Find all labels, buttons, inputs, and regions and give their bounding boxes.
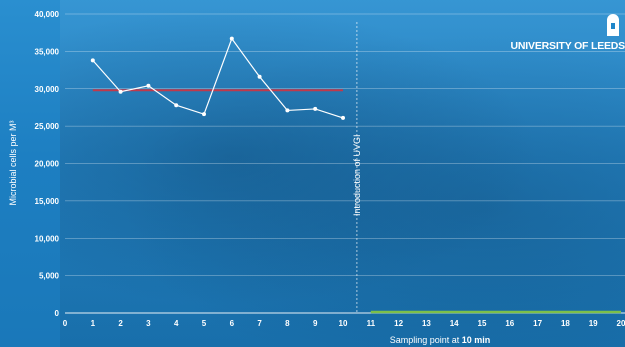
- y-tick-label: 35,000: [35, 47, 60, 56]
- x-tick-label: 6: [230, 319, 235, 328]
- data-point: [174, 103, 179, 108]
- grid-lines: [65, 13, 625, 314]
- x-tick-label: 3: [146, 319, 151, 328]
- y-tick-label: 15,000: [35, 197, 60, 206]
- y-tick-label: 5,000: [39, 272, 60, 281]
- data-point: [257, 74, 262, 79]
- x-tick-label: 17: [533, 319, 542, 328]
- x-tick-label: 2: [118, 319, 123, 328]
- x-tick-label: 11: [367, 319, 376, 328]
- data-point: [90, 58, 95, 63]
- y-tick-labels: 0 5,000 10,000 15,000 20,000 25,000 30,000 35,0…: [35, 10, 60, 318]
- university-logo: UNIVERSITY OF LEEDS: [485, 14, 625, 54]
- x-tick-label: 1: [91, 319, 96, 328]
- x-axis-label-prefix: Sampling point at: [390, 335, 462, 345]
- x-tick-label: 14: [450, 319, 459, 328]
- x-axis-label: Sampling point at 10 min: [390, 335, 491, 345]
- uvgi-annotation: Introduction of UVGI: [352, 134, 362, 216]
- x-tick-label: 19: [589, 319, 598, 328]
- x-tick-label: 4: [174, 319, 179, 328]
- x-tick-label: 16: [505, 319, 514, 328]
- y-tick-label: 10,000: [35, 234, 60, 243]
- y-tick-label: 25,000: [35, 122, 60, 131]
- data-point: [118, 89, 123, 94]
- y-axis-label: Microbial cells per M³: [8, 120, 18, 205]
- data-point: [285, 108, 290, 113]
- series-points: [90, 36, 345, 120]
- y-tick-label: 30,000: [35, 85, 60, 94]
- x-tick-label: 15: [478, 319, 487, 328]
- x-tick-label: 13: [422, 319, 431, 328]
- y-tick-label: 40,000: [35, 10, 60, 19]
- data-point: [229, 36, 234, 41]
- x-tick-label: 9: [313, 319, 318, 328]
- logo-text: UNIVERSITY OF LEEDS: [510, 40, 625, 52]
- y-tick-label: 20,000: [35, 160, 60, 169]
- x-tick-labels: 0 1 2 3 4 5 6 7 8 9 10 11 12 13 14 15 16 17 18 19 20: [63, 319, 625, 328]
- x-tick-label: 18: [561, 319, 570, 328]
- data-point: [146, 83, 151, 88]
- x-tick-label: 8: [285, 319, 290, 328]
- x-tick-label: 12: [394, 319, 403, 328]
- x-tick-label: 20: [617, 319, 625, 328]
- x-tick-label: 0: [63, 319, 68, 328]
- data-point: [341, 115, 345, 120]
- y-tick-label: 0: [55, 309, 60, 318]
- x-tick-label: 10: [339, 319, 348, 328]
- x-tick-label: 7: [257, 319, 262, 328]
- university-tower-icon: [607, 14, 619, 36]
- background-photo: [60, 0, 625, 347]
- data-point: [202, 112, 206, 117]
- data-point: [313, 106, 318, 111]
- series-line: [92, 37, 344, 119]
- x-tick-label: 5: [202, 319, 207, 328]
- x-axis-label-bold: 10 min: [462, 335, 491, 345]
